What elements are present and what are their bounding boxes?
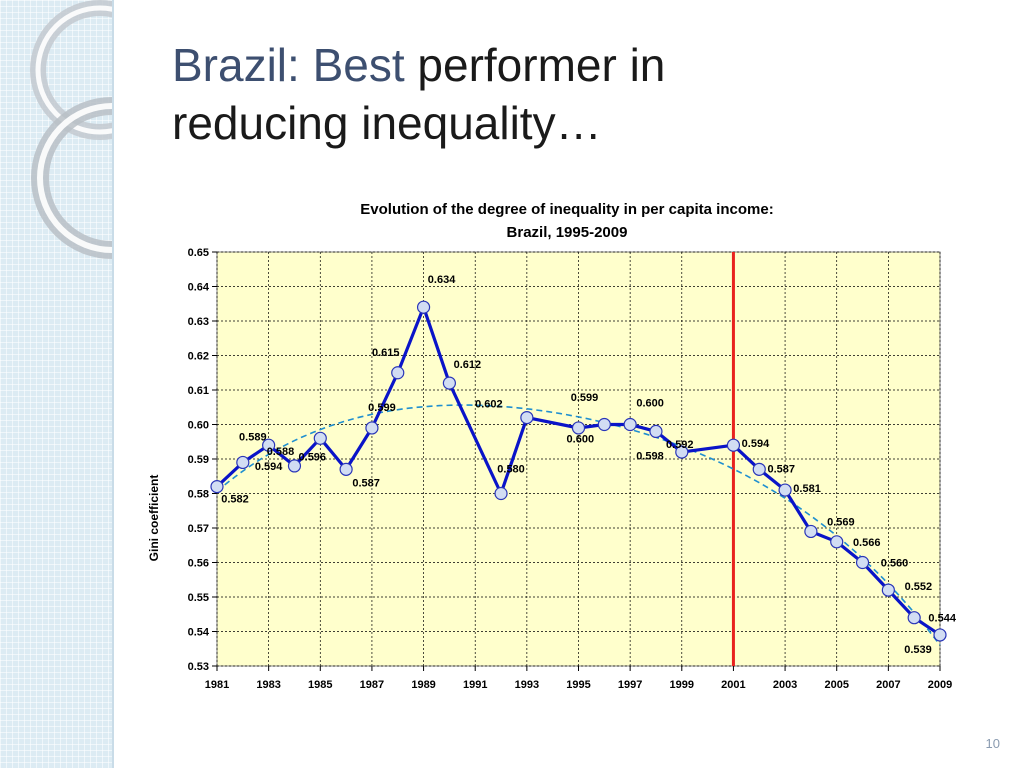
data-label: 0.594 bbox=[255, 461, 283, 473]
data-point bbox=[365, 421, 379, 435]
data-point bbox=[236, 455, 250, 470]
data-point bbox=[210, 480, 224, 494]
data-point bbox=[933, 628, 947, 642]
data-label: 0.582 bbox=[221, 494, 249, 506]
data-point bbox=[726, 438, 741, 452]
x-tick-label: 1997 bbox=[618, 679, 642, 691]
data-point bbox=[571, 421, 586, 435]
decorative-sidebar bbox=[0, 0, 112, 768]
data-label: 0.612 bbox=[454, 359, 482, 371]
x-tick-label: 2005 bbox=[824, 679, 848, 691]
data-label: 0.539 bbox=[904, 644, 932, 656]
data-label: 0.587 bbox=[352, 477, 380, 489]
y-tick-label: 0.57 bbox=[188, 523, 209, 535]
data-label: 0.560 bbox=[881, 558, 909, 570]
data-label: 0.600 bbox=[636, 398, 664, 410]
data-point bbox=[597, 417, 611, 432]
x-tick-label: 1995 bbox=[566, 679, 590, 691]
data-point bbox=[649, 424, 663, 438]
x-tick-label: 2009 bbox=[928, 679, 952, 691]
chart-subtitle: Brazil, 1995-2009 bbox=[507, 224, 628, 241]
data-label: 0.599 bbox=[571, 392, 599, 404]
y-tick-label: 0.61 bbox=[188, 385, 209, 397]
chart-title: Evolution of the degree of inequality in… bbox=[360, 201, 773, 218]
data-point bbox=[907, 611, 921, 625]
data-point bbox=[675, 445, 689, 459]
data-label: 0.596 bbox=[299, 451, 327, 463]
data-label: 0.581 bbox=[793, 483, 821, 495]
data-point bbox=[855, 555, 870, 570]
data-point bbox=[262, 438, 276, 452]
x-tick-label: 2007 bbox=[876, 679, 900, 691]
x-tick-label: 1999 bbox=[670, 679, 694, 691]
x-tick-label: 1991 bbox=[463, 679, 487, 691]
data-label: 0.569 bbox=[827, 516, 855, 528]
x-tick-label: 1983 bbox=[256, 679, 280, 691]
slide-title: Brazil: Best performer in reducing inequ… bbox=[172, 36, 952, 152]
data-label: 0.566 bbox=[853, 537, 881, 549]
data-point bbox=[442, 376, 456, 390]
data-point bbox=[339, 462, 353, 476]
data-point bbox=[752, 462, 766, 476]
y-tick-label: 0.59 bbox=[188, 454, 209, 466]
data-label: 0.544 bbox=[928, 613, 956, 625]
data-label: 0.588 bbox=[267, 446, 295, 458]
data-point bbox=[416, 300, 431, 314]
y-tick-label: 0.54 bbox=[188, 627, 210, 639]
y-tick-label: 0.60 bbox=[188, 420, 209, 432]
data-label: 0.599 bbox=[368, 402, 396, 414]
data-label: 0.552 bbox=[905, 581, 933, 593]
data-point bbox=[881, 583, 895, 597]
data-point bbox=[623, 417, 637, 432]
y-tick-label: 0.55 bbox=[188, 592, 209, 604]
data-label: 0.600 bbox=[567, 434, 595, 446]
y-tick-label: 0.58 bbox=[188, 489, 209, 501]
data-label: 0.580 bbox=[497, 464, 525, 476]
data-label: 0.589 bbox=[239, 431, 267, 443]
plot-area: 0.53 0.54 0.55 0.56 0.57 0.58 0.59 0.60 0.61 0.62… bbox=[188, 247, 957, 691]
data-label: 0.587 bbox=[767, 463, 795, 475]
title-rest: performer in bbox=[404, 39, 666, 91]
data-point bbox=[313, 431, 327, 445]
data-point bbox=[830, 535, 844, 549]
data-label: 0.634 bbox=[428, 274, 456, 286]
data-point bbox=[494, 486, 508, 501]
trendline bbox=[216, 404, 941, 646]
data-point bbox=[520, 411, 534, 425]
x-tick-label: 1981 bbox=[205, 679, 229, 691]
data-label: 0.598 bbox=[636, 450, 664, 462]
title-accent: Brazil: Best bbox=[172, 39, 405, 91]
data-point bbox=[391, 366, 405, 380]
y-tick-label: 0.53 bbox=[188, 661, 209, 673]
x-tick-label: 1987 bbox=[360, 679, 384, 691]
sidebar-divider bbox=[112, 0, 114, 768]
title-line-2: reducing inequality… bbox=[172, 97, 602, 149]
data-point bbox=[778, 483, 792, 497]
y-tick-label: 0.63 bbox=[188, 316, 209, 328]
slide-number: 10 bbox=[985, 736, 1000, 751]
y-tick-label: 0.62 bbox=[188, 351, 209, 363]
x-tick-label: 1989 bbox=[411, 679, 435, 691]
y-axis-label: Gini coefficient bbox=[147, 475, 161, 562]
x-tick-label: 1993 bbox=[515, 679, 539, 691]
y-tick-label: 0.56 bbox=[188, 558, 209, 570]
y-tick-label: 0.65 bbox=[188, 247, 209, 259]
gini-line-chart: Evolution of the degree of inequality in… bbox=[147, 201, 957, 691]
x-tick-label: 2003 bbox=[773, 679, 797, 691]
x-tick-label: 2001 bbox=[721, 679, 745, 691]
data-point bbox=[804, 524, 818, 539]
data-label: 0.592 bbox=[666, 439, 694, 451]
y-tick-label: 0.64 bbox=[188, 282, 210, 294]
data-point bbox=[287, 459, 302, 473]
data-label: 0.602 bbox=[475, 399, 503, 411]
x-tick-label: 1985 bbox=[308, 679, 332, 691]
data-label: 0.594 bbox=[742, 438, 770, 450]
decorative-rings-icon bbox=[30, 0, 112, 259]
data-label: 0.615 bbox=[372, 347, 400, 359]
